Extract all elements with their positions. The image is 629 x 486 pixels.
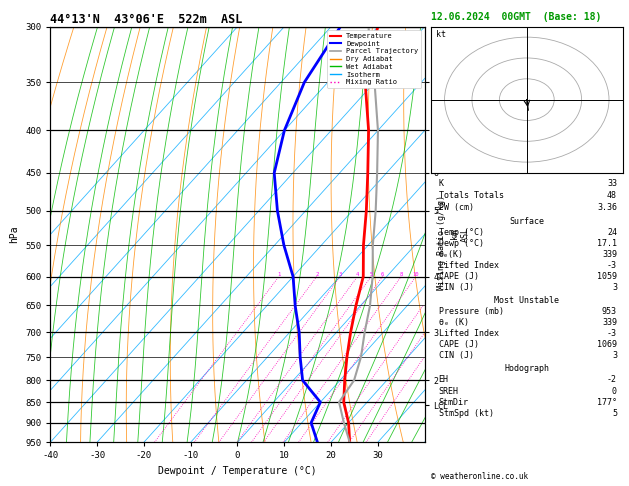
Text: 5: 5 [612,409,617,418]
Text: θₑ(K): θₑ(K) [438,250,464,259]
Text: CAPE (J): CAPE (J) [438,272,479,281]
Text: Totals Totals: Totals Totals [438,191,504,200]
Text: kt: kt [437,30,447,39]
Text: © weatheronline.co.uk: © weatheronline.co.uk [431,472,528,481]
Text: 6: 6 [381,272,384,277]
Y-axis label: hPa: hPa [9,226,19,243]
Text: EH: EH [438,375,448,384]
Text: 12.06.2024  00GMT  (Base: 18): 12.06.2024 00GMT (Base: 18) [431,12,601,22]
Text: -3: -3 [607,260,617,270]
Text: 3: 3 [612,283,617,292]
Text: StmDir: StmDir [438,398,469,407]
Text: Lifted Index: Lifted Index [438,329,499,338]
Text: CAPE (J): CAPE (J) [438,340,479,349]
Text: 2: 2 [315,272,318,277]
Text: θₑ (K): θₑ (K) [438,318,469,327]
Text: CIN (J): CIN (J) [438,283,474,292]
Y-axis label: km
ASL: km ASL [450,227,469,242]
Text: 5: 5 [369,272,373,277]
X-axis label: Dewpoint / Temperature (°C): Dewpoint / Temperature (°C) [158,466,317,476]
Text: 1059: 1059 [597,272,617,281]
Text: 17.1: 17.1 [597,239,617,248]
Text: CIN (J): CIN (J) [438,351,474,360]
Text: 0: 0 [612,386,617,396]
Text: 10: 10 [413,272,419,277]
Text: 24: 24 [607,228,617,237]
Text: -2: -2 [607,375,617,384]
Text: 3: 3 [338,272,342,277]
Text: StmSpd (kt): StmSpd (kt) [438,409,494,418]
Text: SREH: SREH [438,386,459,396]
Text: 48: 48 [607,191,617,200]
Text: 44°13'N  43°06'E  522m  ASL: 44°13'N 43°06'E 522m ASL [50,13,243,26]
Text: Temp (°C): Temp (°C) [438,228,484,237]
Text: -3: -3 [607,329,617,338]
Text: 1069: 1069 [597,340,617,349]
Text: Most Unstable: Most Unstable [494,296,559,305]
Text: Surface: Surface [509,217,544,226]
Text: 339: 339 [602,250,617,259]
Text: PW (cm): PW (cm) [438,203,474,212]
Text: Mixing Ratio (g/kg): Mixing Ratio (g/kg) [437,195,446,291]
Text: 3: 3 [612,351,617,360]
Text: Pressure (mb): Pressure (mb) [438,307,504,316]
Text: 953: 953 [602,307,617,316]
Text: 4: 4 [356,272,359,277]
Legend: Temperature, Dewpoint, Parcel Trajectory, Dry Adiabat, Wet Adiabat, Isotherm, Mi: Temperature, Dewpoint, Parcel Trajectory… [327,30,421,88]
Text: 8: 8 [399,272,403,277]
Text: 3.36: 3.36 [597,203,617,212]
Text: Hodograph: Hodograph [504,364,549,373]
Text: 339: 339 [602,318,617,327]
Text: 1: 1 [277,272,281,277]
Text: K: K [438,178,443,188]
Text: 177°: 177° [597,398,617,407]
Text: 33: 33 [607,178,617,188]
Text: Dewp (°C): Dewp (°C) [438,239,484,248]
Text: Lifted Index: Lifted Index [438,260,499,270]
